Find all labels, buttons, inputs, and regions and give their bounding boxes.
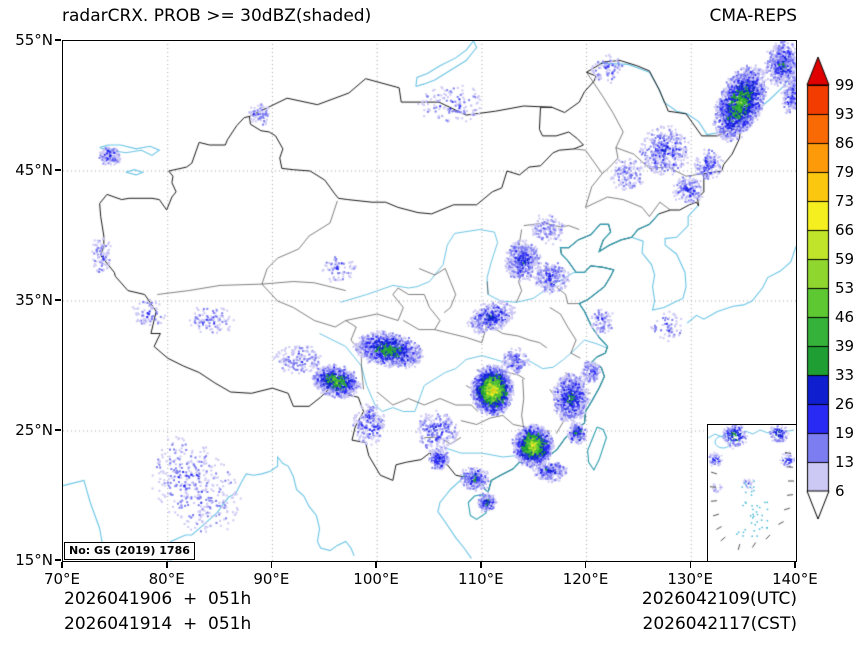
- valid-time-cst: 2026042117(CST): [642, 614, 797, 634]
- y-tick-label: 55°N: [15, 31, 53, 49]
- x-tick-label: 120°E: [562, 570, 609, 588]
- colorbar-label: 6: [835, 482, 845, 500]
- y-tickmark: [55, 169, 61, 171]
- colorbar-label: 46: [835, 308, 855, 326]
- colorbar-ramp: [806, 55, 832, 525]
- colorbar-label: 79: [835, 163, 855, 181]
- y-tick-label: 25°N: [15, 421, 53, 439]
- colorbar-label: 19: [835, 424, 855, 442]
- x-tickmark: [584, 562, 587, 568]
- y-tick-label: 45°N: [15, 161, 53, 179]
- x-tickmark: [480, 562, 482, 568]
- x-tickmark: [794, 562, 796, 568]
- y-tickmark: [55, 429, 61, 431]
- colorbar-label: 73: [835, 192, 855, 210]
- model-label: CMA-REPS: [709, 6, 797, 26]
- x-tickmark: [166, 562, 168, 568]
- init-time-cst: 2026041914 + 051h: [64, 614, 252, 634]
- colorbar-label: 59: [835, 250, 855, 268]
- colorbar-label: 66: [835, 221, 855, 239]
- x-tickmark: [689, 562, 691, 568]
- x-tick-label: 70°E: [43, 570, 81, 588]
- x-tickmark: [61, 562, 63, 568]
- init-time-utc: 2026041906 + 051h: [64, 589, 252, 609]
- y-tickmark: [55, 39, 61, 41]
- colorbar-label: 33: [835, 366, 855, 384]
- colorbar-label: 86: [835, 134, 855, 152]
- y-tickmark: [55, 299, 61, 301]
- x-tick-label: 110°E: [457, 570, 504, 588]
- y-tickmark: [55, 559, 61, 561]
- x-tick-label: 80°E: [148, 570, 185, 588]
- y-tick-label: 15°N: [15, 551, 53, 569]
- colorbar-label: 13: [835, 453, 855, 471]
- colorbar-label: 99: [835, 76, 855, 94]
- colorbar-label: 39: [835, 337, 855, 355]
- plot-title: radarCRX. PROB >= 30dBZ(shaded): [62, 6, 372, 26]
- x-tickmark: [270, 562, 273, 568]
- south-china-sea-inset: [707, 424, 796, 561]
- x-tick-label: 130°E: [667, 570, 713, 588]
- x-tick-label: 100°E: [353, 570, 399, 588]
- x-tick-label: 140°E: [772, 570, 818, 588]
- colorbar-label: 93: [835, 105, 855, 123]
- inset-canvas: [708, 425, 795, 560]
- y-tick-label: 35°N: [15, 291, 53, 309]
- colorbar: 99 93 86 79 73 66 59 53 46 39 33 26 19 1…: [806, 55, 860, 530]
- map-area: No: GS (2019) 1786: [62, 40, 797, 562]
- license-badge: No: GS (2019) 1786: [64, 542, 195, 560]
- map-canvas: [63, 41, 796, 561]
- x-tickmark: [375, 562, 377, 568]
- colorbar-label: 53: [835, 279, 855, 297]
- colorbar-label: 26: [835, 395, 855, 413]
- valid-time-utc: 2026042109(UTC): [641, 589, 797, 609]
- x-tick-label: 90°E: [253, 570, 290, 588]
